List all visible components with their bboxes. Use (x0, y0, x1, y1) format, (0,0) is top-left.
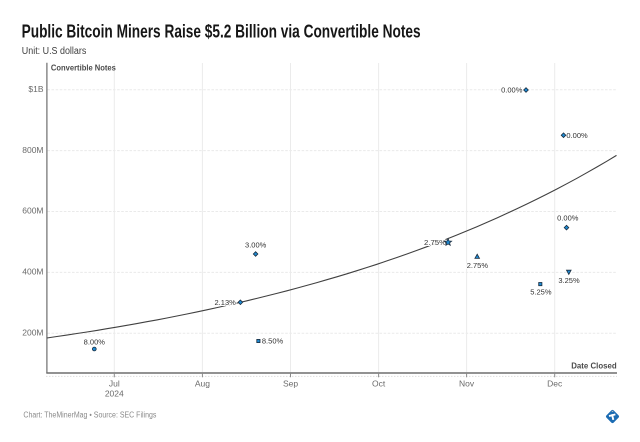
svg-text:Unit: U.S dollars: Unit: U.S dollars (22, 46, 87, 57)
svg-text:Dec: Dec (547, 379, 563, 389)
svg-text:2024: 2024 (105, 389, 124, 399)
svg-text:800M: 800M (22, 145, 43, 155)
svg-text:Sep: Sep (283, 379, 298, 389)
svg-text:0.00%: 0.00% (501, 86, 523, 95)
svg-text:Public Bitcoin Miners Raise $5: Public Bitcoin Miners Raise $5.2 Billion… (22, 21, 421, 41)
svg-text:Nov: Nov (459, 379, 475, 389)
svg-text:200M: 200M (22, 328, 43, 338)
svg-text:8.50%: 8.50% (262, 337, 284, 346)
svg-text:400M: 400M (22, 267, 43, 277)
svg-text:2.13%: 2.13% (215, 298, 237, 307)
svg-text:0.00%: 0.00% (566, 131, 588, 140)
svg-text:$1B: $1B (28, 84, 43, 94)
svg-text:3.00%: 3.00% (245, 240, 267, 249)
svg-text:Oct: Oct (372, 379, 386, 389)
svg-text:5.25%: 5.25% (530, 288, 552, 297)
svg-text:Jul: Jul (109, 379, 120, 389)
svg-text:600M: 600M (22, 206, 43, 216)
svg-text:Date Closed: Date Closed (571, 361, 617, 371)
svg-text:2.75%: 2.75% (424, 238, 446, 247)
svg-text:2.75%: 2.75% (467, 261, 489, 270)
svg-text:Chart: TheMinerMag • Source: S: Chart: TheMinerMag • Source: SEC Filings (23, 410, 156, 419)
svg-text:0.00%: 0.00% (557, 214, 579, 223)
svg-text:8.00%: 8.00% (84, 337, 106, 346)
svg-text:3.25%: 3.25% (558, 276, 580, 285)
svg-text:Convertible Notes: Convertible Notes (51, 63, 116, 73)
svg-text:Aug: Aug (195, 379, 210, 389)
